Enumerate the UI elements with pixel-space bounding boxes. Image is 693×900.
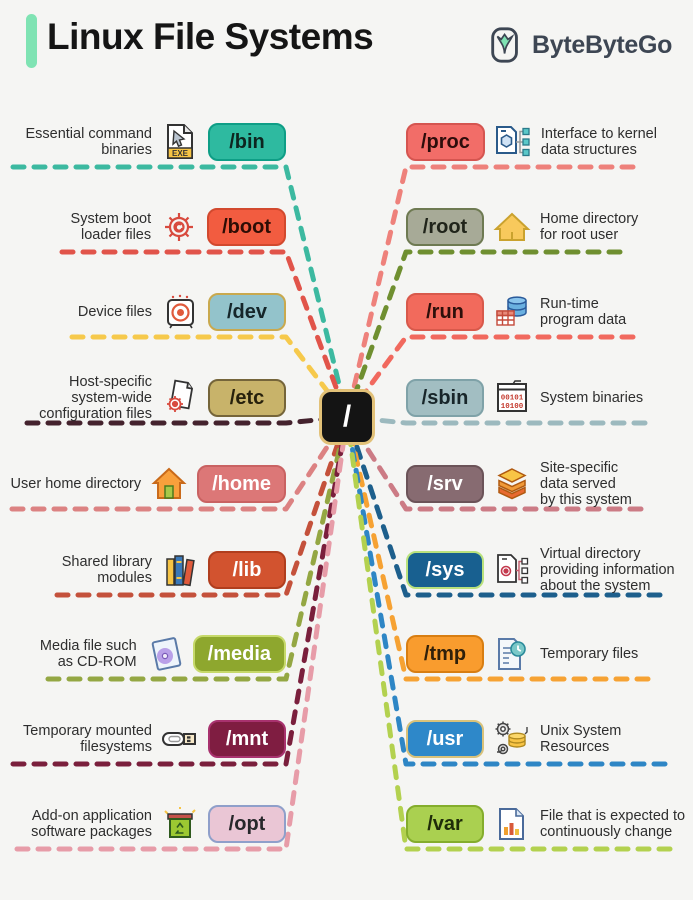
badge-boot: /boot <box>207 208 286 246</box>
badge-proc: /proc <box>406 123 485 161</box>
badge-srv: /srv <box>406 465 484 503</box>
row-tmp: /tmp Temporary files <box>406 623 693 685</box>
kernel-interface-icon <box>494 123 532 161</box>
root-directory-node: / <box>319 389 375 445</box>
row-bin: Essential command binaries EXE /bin <box>0 111 286 173</box>
badge-opt: /opt <box>208 805 286 843</box>
svg-text:10100: 10100 <box>501 403 524 411</box>
row-label-home: User home directory <box>10 475 142 492</box>
config-files-icon <box>161 379 199 417</box>
package-box-icon <box>161 805 199 843</box>
row-label-opt: Add-on application software packages <box>31 807 152 840</box>
row-dev: Device files /dev <box>0 281 286 343</box>
svg-text:00101: 00101 <box>501 395 524 403</box>
row-home: User home directory /home <box>0 453 286 515</box>
system-info-icon <box>493 551 531 589</box>
row-label-mnt: Temporary mounted filesystems <box>23 722 152 755</box>
row-var: /var File that is expected to continuous… <box>406 793 693 855</box>
badge-etc: /etc <box>208 379 286 417</box>
badge-home: /home <box>197 465 286 503</box>
binary-code-icon: 00101 10100 <box>493 379 531 417</box>
row-label-etc: Host-specific system-wide configuration … <box>39 373 152 423</box>
home-icon <box>150 465 188 503</box>
bytebytego-logo-icon <box>487 26 525 64</box>
badge-sbin: /sbin <box>406 379 484 417</box>
row-label-dev: Device files <box>77 303 152 320</box>
svg-text:EXE: EXE <box>172 149 189 158</box>
row-label-bin: Essential command binaries <box>25 125 152 158</box>
device-speaker-icon <box>161 293 199 331</box>
row-label-usr: Unix System Resources <box>540 722 622 755</box>
row-label-tmp: Temporary files <box>540 645 639 662</box>
badge-lib: /lib <box>208 551 286 589</box>
badge-sys: /sys <box>406 551 484 589</box>
badge-bin: /bin <box>208 123 286 161</box>
badge-dev: /dev <box>208 293 286 331</box>
row-srv: /srv Site-specific data served by this s… <box>406 453 693 515</box>
unix-resources-icon <box>493 720 531 758</box>
root-home-icon <box>493 208 531 246</box>
row-proc: /proc Interface to kernel data structure… <box>406 111 693 173</box>
badge-run: /run <box>406 293 484 331</box>
cd-media-icon <box>146 635 184 673</box>
row-mnt: Temporary mounted filesystems /mnt <box>0 708 286 770</box>
usb-drive-icon <box>161 720 199 758</box>
row-etc: Host-specific system-wide configuration … <box>0 367 286 429</box>
row-root: /root Home directory for root user <box>406 196 693 258</box>
badge-media: /media <box>192 635 286 673</box>
row-label-sbin: System binaries <box>540 389 644 406</box>
row-label-root: Home directory for root user <box>540 210 639 243</box>
badge-tmp: /tmp <box>406 635 484 673</box>
row-label-srv: Site-specific data served by this system <box>540 459 632 509</box>
badge-root: /root <box>406 208 484 246</box>
title-accent-bar <box>26 14 37 68</box>
row-usr: /usr Unix System Resources <box>406 708 693 770</box>
data-layers-icon <box>493 465 531 503</box>
row-media: Media file such as CD-ROM /media <box>0 623 286 685</box>
row-label-boot: System boot loader files <box>70 210 152 243</box>
row-sbin: /sbin 00101 10100 System binaries <box>406 367 693 429</box>
row-label-run: Run-time program data <box>540 295 627 328</box>
runtime-data-icon <box>493 293 531 331</box>
boot-gear-icon <box>160 208 198 246</box>
library-books-icon <box>161 551 199 589</box>
variable-file-icon <box>493 805 531 843</box>
brand-logo: ByteByteGo <box>487 26 672 64</box>
page-title: Linux File Systems <box>47 16 374 57</box>
row-label-lib: Shared library modules <box>61 553 152 586</box>
row-label-sys: Virtual directory providing information … <box>540 545 675 595</box>
row-opt: Add-on application software packages /op… <box>0 793 286 855</box>
badge-usr: /usr <box>406 720 484 758</box>
row-label-proc: Interface to kernel data structures <box>540 125 657 158</box>
row-lib: Shared library modules /lib <box>0 539 286 601</box>
temp-file-icon <box>493 635 531 673</box>
row-label-var: File that is expected to continuously ch… <box>540 807 686 840</box>
row-boot: System boot loader files /boot <box>0 196 286 258</box>
badge-var: /var <box>406 805 484 843</box>
exe-file-icon: EXE <box>161 123 199 161</box>
brand-name: ByteByteGo <box>532 30 673 59</box>
row-run: /run Run-time program data <box>406 281 693 343</box>
badge-mnt: /mnt <box>208 720 286 758</box>
row-label-media: Media file such as CD-ROM <box>39 637 137 670</box>
row-sys: /sys Virtual directory providing informa… <box>406 539 693 601</box>
